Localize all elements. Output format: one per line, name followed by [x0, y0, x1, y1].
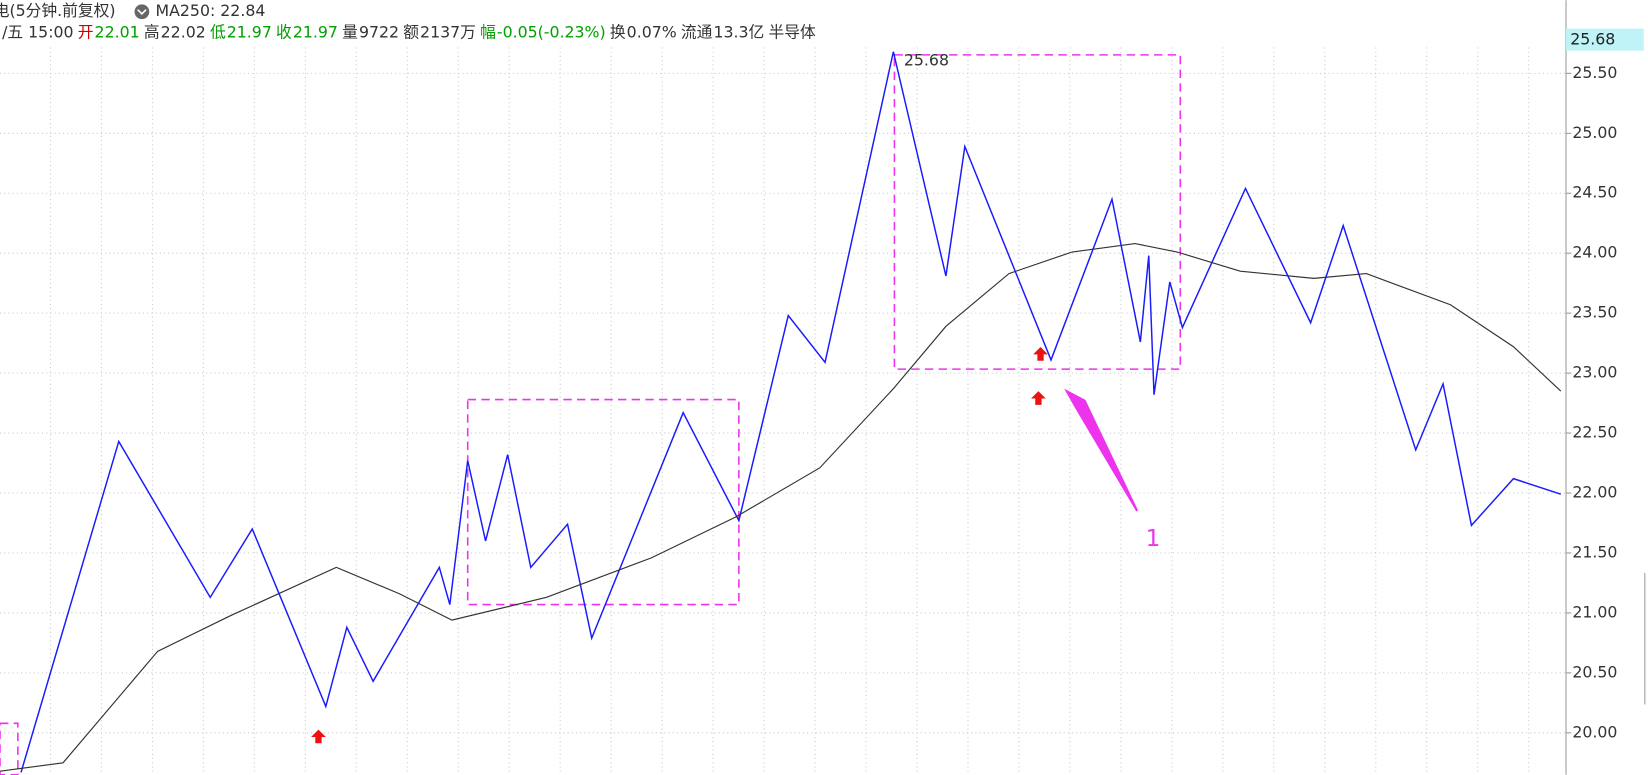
info-item: 21.97 [227, 22, 272, 41]
info-item: 流通 [681, 22, 713, 41]
range-box [466, 398, 740, 606]
y-tick-label: 25.00 [1572, 123, 1617, 142]
info-item: 22.02 [161, 22, 206, 41]
info-item: 高 [144, 22, 160, 41]
pointer-arrow [1064, 388, 1139, 512]
annotation: 1 [1146, 526, 1161, 552]
ma-line [0, 243, 1562, 772]
info-item: -0.05(-0.23%) [497, 22, 606, 41]
range-box [0, 722, 19, 775]
info-item: 0.07% [627, 22, 677, 41]
y-tick-label: 25.50 [1572, 63, 1617, 82]
info-item: 22.01 [95, 22, 140, 41]
y-tick-label: 24.50 [1572, 183, 1617, 202]
up-arrow [1031, 391, 1046, 405]
up-arrow [1033, 347, 1048, 361]
info-item: 13.3亿 [713, 22, 764, 41]
info-item: 量 [342, 22, 358, 41]
chart-title: 电(5分钟.前复权) [0, 1, 116, 20]
y-tick-label: 20.50 [1572, 662, 1617, 681]
y-tick-label: 24.00 [1572, 243, 1617, 262]
zigzag-line [20, 51, 1561, 773]
signal-arrows [311, 347, 1048, 744]
peak-label: 25.68 [904, 51, 949, 70]
info-item: 收 [276, 22, 292, 41]
y-tick-label: 21.00 [1572, 602, 1617, 621]
info-item: 换 [610, 22, 626, 41]
current-price: 25.68 [1570, 30, 1615, 49]
y-tick-label: 22.00 [1572, 483, 1617, 502]
y-tick-label: 20.00 [1572, 722, 1617, 741]
range-box [893, 54, 1182, 370]
dropdown-chevron [137, 9, 147, 15]
info-item: 9722 [359, 22, 399, 41]
info-item: 开 [78, 22, 94, 41]
y-tick-label: 22.50 [1572, 423, 1617, 442]
info-item: 半导体 [769, 22, 816, 41]
info-item: 2137万 [420, 22, 476, 41]
ma-label: MA250: 22.84 [156, 1, 266, 20]
info-item: 低 [210, 22, 226, 41]
current-price-box [1566, 28, 1644, 51]
y-tick-label: 23.50 [1572, 303, 1617, 322]
up-arrow [311, 729, 326, 744]
y-tick-label: 23.00 [1572, 363, 1617, 382]
dropdown-icon[interactable] [134, 4, 150, 20]
info-item: 额 [403, 22, 419, 41]
y-tick-label: 21.50 [1572, 542, 1617, 561]
info-item: 21.97 [293, 22, 338, 41]
info-item: /五 15:00 [2, 22, 73, 41]
info-bar: /五 15:00 开 22.01 高 22.02 低 21.97 收 21.97 量 9722 额 21… [2, 22, 816, 41]
info-item: 幅 [480, 22, 496, 41]
